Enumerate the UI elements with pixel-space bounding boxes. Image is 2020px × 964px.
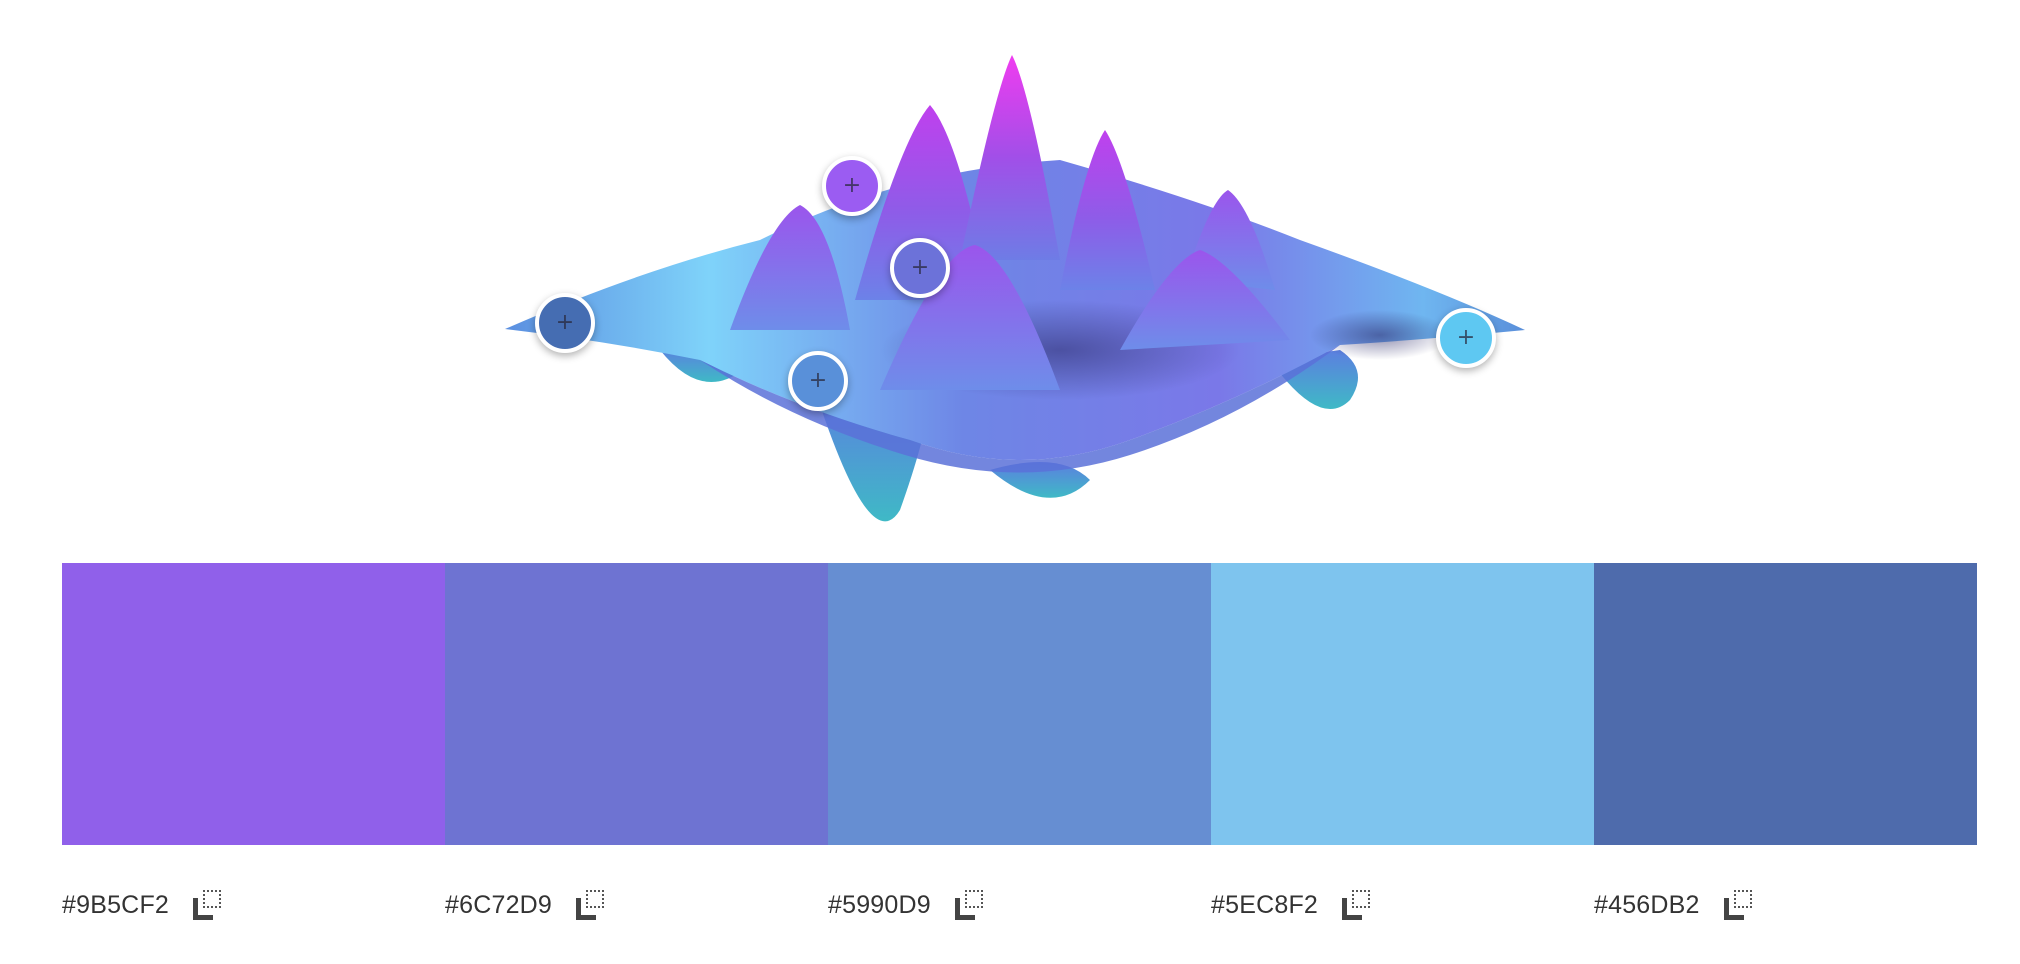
copy-icon[interactable] (574, 888, 608, 922)
swatch-label-1: #9B5CF2 (62, 880, 445, 930)
hex-value: #5990D9 (828, 891, 931, 920)
swatch-5[interactable] (1594, 563, 1977, 845)
hex-value: #5EC8F2 (1211, 891, 1318, 920)
hex-value: #9B5CF2 (62, 891, 169, 920)
swatch-label-5: #456DB2 (1594, 880, 1977, 930)
wave-surface-icon (0, 0, 2020, 560)
plus-icon: + (843, 175, 861, 197)
swatch-1[interactable] (62, 563, 445, 845)
plus-icon: + (1457, 327, 1475, 349)
palette-labels: #9B5CF2 #6C72D9 #5990D9 #5EC8F2 #456DB2 (62, 880, 1977, 930)
swatch-4[interactable] (1211, 563, 1594, 845)
copy-icon[interactable] (1340, 888, 1374, 922)
color-picker-handle-5[interactable]: + (535, 293, 595, 353)
swatch-label-2: #6C72D9 (445, 880, 828, 930)
swatch-2[interactable] (445, 563, 828, 845)
swatch-label-3: #5990D9 (828, 880, 1211, 930)
copy-icon[interactable] (191, 888, 225, 922)
copy-icon[interactable] (953, 888, 987, 922)
hex-value: #6C72D9 (445, 891, 552, 920)
plus-icon: + (809, 370, 827, 392)
color-picker-handle-2[interactable]: + (890, 238, 950, 298)
color-picker-handle-3[interactable]: + (788, 351, 848, 411)
hex-value: #456DB2 (1594, 891, 1700, 920)
plus-icon: + (911, 257, 929, 279)
plus-icon: + (556, 312, 574, 334)
color-picker-handle-1[interactable]: + (822, 156, 882, 216)
swatch-3[interactable] (828, 563, 1211, 845)
copy-icon[interactable] (1722, 888, 1756, 922)
color-picker-handle-4[interactable]: + (1436, 308, 1496, 368)
palette-swatches (62, 563, 1977, 845)
hero-image (0, 0, 2020, 560)
swatch-label-4: #5EC8F2 (1211, 880, 1594, 930)
